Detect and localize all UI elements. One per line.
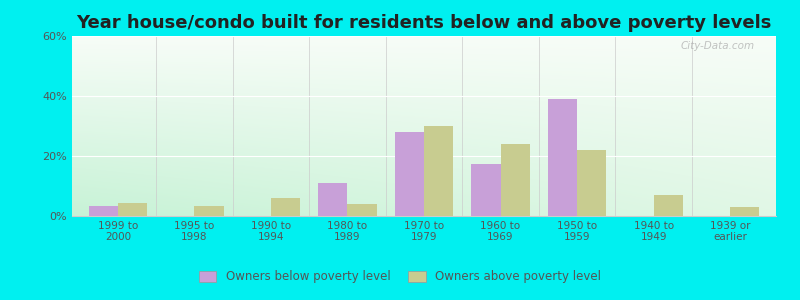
Bar	[118, 202, 147, 216]
Bar	[318, 183, 347, 216]
Bar	[548, 99, 577, 216]
Bar	[347, 204, 377, 216]
Bar	[654, 195, 682, 216]
Bar	[730, 207, 759, 216]
Bar	[271, 198, 300, 216]
Bar	[471, 164, 501, 216]
Bar	[577, 150, 606, 216]
Title: Year house/condo built for residents below and above poverty levels: Year house/condo built for residents bel…	[76, 14, 772, 32]
Bar	[89, 206, 118, 216]
Bar	[395, 132, 424, 216]
Bar	[501, 144, 530, 216]
Legend: Owners below poverty level, Owners above poverty level: Owners below poverty level, Owners above…	[194, 266, 606, 288]
Text: City-Data.com: City-Data.com	[681, 41, 755, 51]
Bar	[424, 126, 453, 216]
Bar	[194, 206, 223, 216]
